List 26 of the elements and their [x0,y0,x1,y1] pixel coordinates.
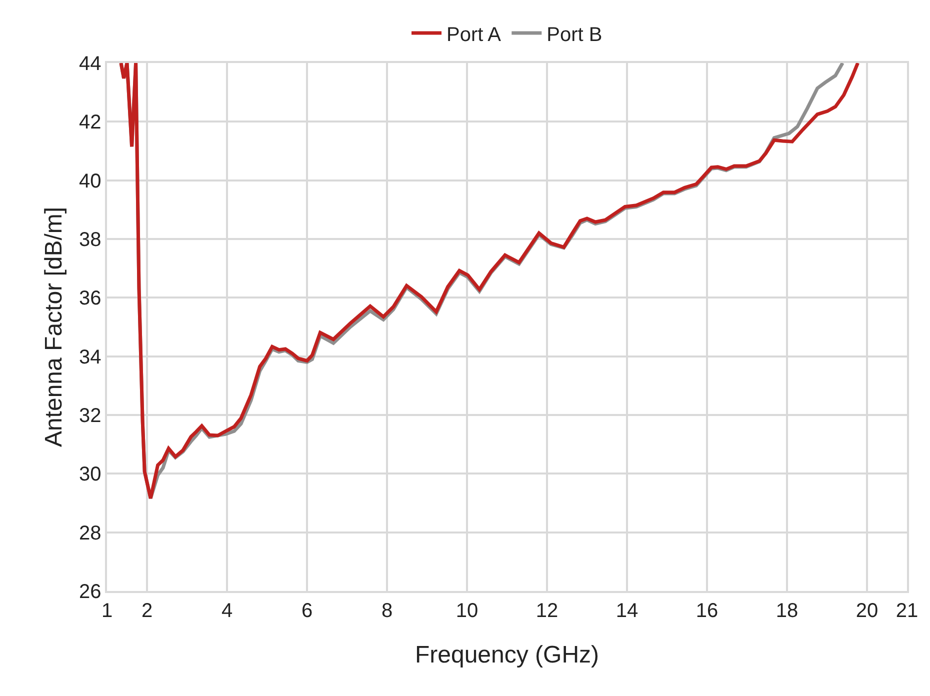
y-tick-label: 34 [79,346,102,368]
x-axis-title: Frequency (GHz) [414,642,600,669]
y-tick-label: 42 [79,112,102,134]
x-tick-label: 20 [856,600,878,622]
legend-label: Port B [546,24,602,46]
x-tick-label: 14 [616,600,638,622]
y-tick-label: 28 [79,522,102,544]
x-tick-label: 1 [101,600,113,622]
y-tick-label: 26 [79,581,102,603]
x-tick-label: 6 [301,600,313,622]
y-tick-label: 38 [79,229,102,251]
x-tick-label: 4 [221,600,233,622]
y-tick-label: 32 [79,405,102,427]
y-axis-title: Antenna Factor [dB/m] [40,206,68,448]
x-tick-label: 2 [141,600,153,622]
legend-label: Port A [446,24,502,46]
x-tick-label: 16 [696,600,718,622]
y-tick-label: 30 [79,464,102,486]
y-tick-label: 40 [79,170,102,192]
x-tick-label: 12 [536,600,558,622]
x-tick-label: 10 [456,600,478,622]
x-tick-label: 21 [896,600,918,622]
x-tick-label: 8 [381,600,393,622]
x-tick-label: 18 [776,600,798,622]
y-tick-label: 36 [79,288,102,310]
y-tick-label: 44 [79,53,102,75]
